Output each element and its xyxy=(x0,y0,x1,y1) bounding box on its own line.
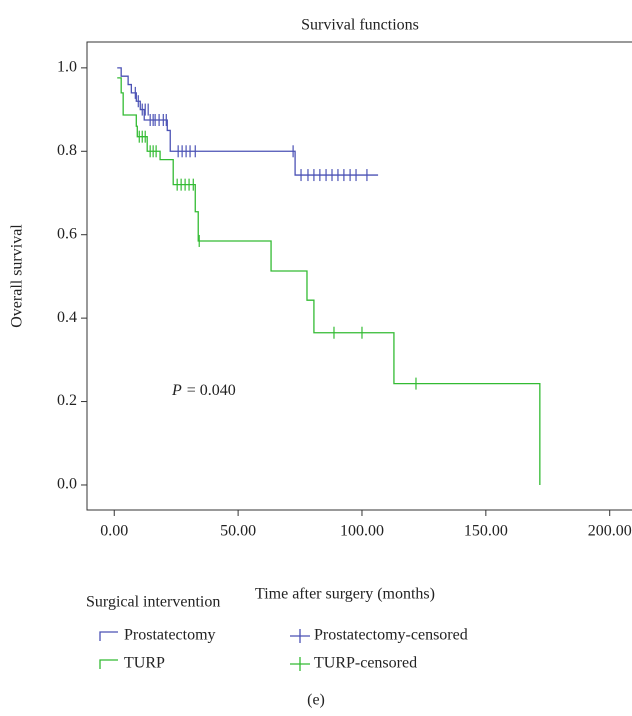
legend-swatch xyxy=(290,657,310,671)
x-tick-label: 0.00 xyxy=(100,523,128,540)
x-tick-label: 100.00 xyxy=(340,523,384,540)
legend-swatch xyxy=(99,631,118,641)
x-tick-label: 50.00 xyxy=(220,523,256,540)
y-tick-label: 1.0 xyxy=(57,59,77,76)
plot-frame xyxy=(86,41,632,511)
caption: (e) xyxy=(307,692,325,709)
x-tick-label: 200.00 xyxy=(588,523,632,540)
y-tick-label: 0.2 xyxy=(57,392,77,409)
y-tick-label: 0.0 xyxy=(57,476,77,493)
survival-line xyxy=(117,67,379,176)
legend-swatch xyxy=(99,659,118,669)
annotation: P = 0.040 xyxy=(171,382,236,399)
x-tick-label: 150.00 xyxy=(464,523,508,540)
y-axis-label: Overall survival xyxy=(9,224,26,328)
x-axis-label: Time after surgery (months) xyxy=(255,586,435,603)
annotation-value: = 0.040 xyxy=(187,382,236,399)
legend-label: TURP xyxy=(124,655,165,672)
legend-label: Prostatectomy-censored xyxy=(314,627,468,644)
legend-swatch xyxy=(290,629,310,643)
y-tick-label: 0.4 xyxy=(57,309,77,326)
survival-line xyxy=(117,77,541,485)
legend-title: Surgical intervention xyxy=(86,594,220,611)
legend-label: Prostatectomy xyxy=(124,627,216,644)
y-tick-label: 0.8 xyxy=(57,142,77,159)
annotation-symbol: P xyxy=(171,382,182,399)
legend-label: TURP-censored xyxy=(314,655,417,672)
y-tick-label: 0.6 xyxy=(57,225,77,242)
chart-title: Survival functions xyxy=(301,17,419,34)
